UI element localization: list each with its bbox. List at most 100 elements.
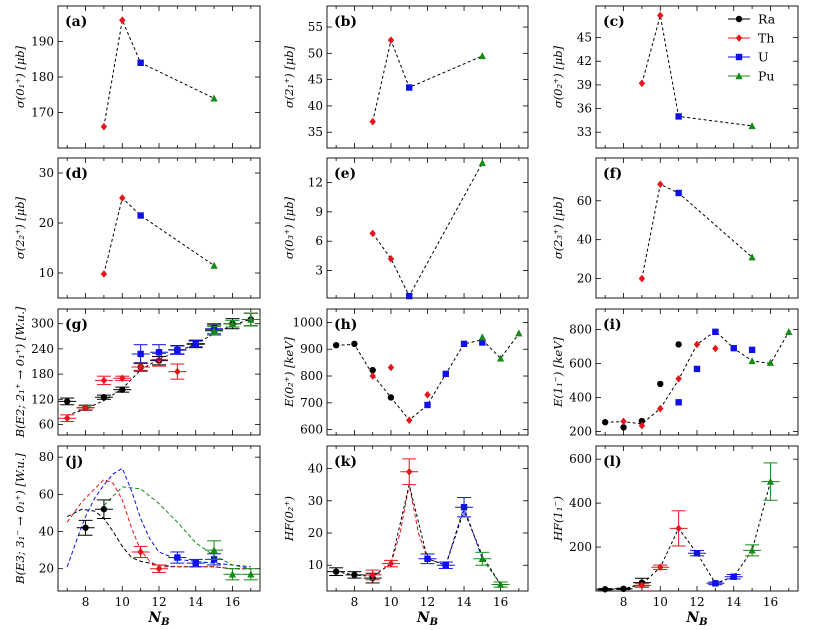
data-point-Pu (748, 253, 756, 261)
x-tick-label: 14 (726, 595, 742, 609)
x-axis-label-sub: B (160, 617, 169, 628)
data-point-Pu (785, 328, 793, 336)
data-point-U (174, 554, 181, 561)
x-tick-label: 14 (456, 595, 472, 609)
x-axis-label-main: N (685, 610, 700, 626)
x-tick-label: 10 (653, 595, 668, 609)
panel-label: (c) (603, 14, 625, 30)
data-point-Th (119, 374, 126, 383)
y-tick-label: 3 (315, 264, 323, 278)
data-point-Pu (247, 570, 255, 578)
data-point-Pu (766, 477, 775, 485)
y-tick-label: 39 (577, 78, 592, 92)
data-point-Th (119, 194, 126, 202)
y-tick-label: 1000 (292, 315, 323, 329)
panel-i: 200 400 600 800 E(1₁⁻) [keV] (i) (551, 308, 799, 439)
panel-a: 170 180 190 σ(0₁⁺) [μb] (a) (13, 5, 261, 149)
x-axis-label: NB (416, 610, 438, 628)
data-point-Pu (228, 570, 237, 578)
data-point-Th (119, 16, 126, 24)
data-point-Pu (478, 333, 486, 341)
data-point-Th (100, 270, 108, 278)
data-point-Th (657, 180, 664, 189)
data-point-Th (369, 229, 376, 238)
dashed-line (372, 38, 483, 122)
y-tick-label: 40 (308, 99, 323, 113)
data-point-U (712, 580, 719, 587)
y-tick-label: 10 (39, 266, 54, 280)
y-tick-label: 600 (569, 452, 592, 466)
x-axis-labels: NB NB NB (147, 610, 707, 628)
data-point-Th (137, 548, 144, 556)
curve-Th (66, 478, 251, 570)
y-tick-label: 20 (577, 272, 592, 286)
curve-Pu (103, 486, 251, 570)
x-tick-label: 16 (763, 595, 778, 609)
y-tick-label: 55 (308, 20, 323, 34)
panel-f: 20 40 60 σ(2₃⁺) [μb] (f) (551, 157, 799, 299)
y-axis-label: E(0₂⁺) [keV] (282, 336, 296, 408)
data-point-Th (657, 11, 664, 20)
y-axis-label: σ(2₃⁺) [μb] (551, 196, 565, 259)
y-tick-label: 45 (577, 31, 592, 45)
y-tick-label: 200 (569, 425, 592, 439)
data-point-Pu (515, 329, 523, 337)
data-point-U (192, 559, 199, 567)
legend: Ra Th U Pu (728, 12, 776, 84)
dashed-line (372, 162, 483, 298)
data-point-U (155, 349, 163, 356)
data-point-U (460, 340, 468, 348)
panel-l: 8 10 12 14 16 200 400 600 HF(1₁⁻) (l) (551, 445, 799, 609)
data-point-Pu (496, 580, 505, 588)
y-tick-label: 10 (308, 558, 323, 572)
y-tick-label: 200 (569, 540, 592, 554)
legend-marker (735, 72, 743, 80)
x-axis-label-main: N (416, 610, 431, 626)
y-tick-label: 300 (31, 317, 54, 331)
y-tick-label: 120 (31, 392, 54, 406)
y-tick-label: 30 (308, 494, 323, 508)
x-tick-label: 10 (115, 595, 130, 609)
x-tick-label: 16 (493, 595, 508, 609)
data-point-Th (82, 403, 89, 412)
y-tick-label: 600 (300, 423, 323, 437)
curve-Ra (66, 508, 251, 570)
data-point-Ra (620, 585, 627, 593)
data-point-Ra (675, 341, 682, 348)
panel-frame (326, 445, 529, 592)
panel-j: 8 10 12 14 16 20 40 60 80 B(E3; 3₁⁻ → 0₁⁺) [W.u.]… (13, 445, 261, 609)
y-tick-label: 40 (39, 525, 54, 539)
data-point-Th (620, 417, 627, 426)
curve-U (66, 467, 251, 568)
data-point-Pu (247, 315, 255, 323)
y-tick-label: 45 (308, 73, 323, 87)
data-point-Ra (657, 380, 664, 388)
x-tick-label: 8 (82, 595, 90, 609)
y-tick-label: 9 (315, 205, 323, 219)
panel-c: 33 36 39 42 45 σ(0₂⁺) [μb] (c) (551, 5, 799, 149)
data-point-U (174, 346, 181, 354)
y-axis-label: B(E3; 3₁⁻ → 0₁⁺) [W.u.] (13, 453, 27, 585)
data-point-Th (100, 122, 108, 131)
data-point-Th (693, 340, 701, 349)
data-point-U (730, 344, 737, 352)
x-axis-label: NB (147, 610, 169, 628)
y-tick-label: 80 (39, 450, 54, 464)
data-point-Ra (601, 586, 609, 593)
x-tick-label: 14 (188, 595, 204, 609)
panels: 170 180 190 σ(0₁⁺) [μb] (a) 35 40 45 50 55 σ(2₁⁺) … (13, 5, 799, 609)
data-point-Ra (601, 419, 609, 426)
y-axis-label: σ(0₂⁺) [μb] (551, 45, 565, 108)
data-point-U (406, 292, 413, 300)
data-point-U (137, 212, 144, 219)
y-tick-label: 180 (31, 367, 54, 381)
panel-label: (f) (603, 166, 622, 182)
panel-label: (g) (65, 317, 88, 333)
data-point-U (693, 550, 701, 557)
data-point-U (479, 339, 486, 346)
x-tick-label: 12 (151, 595, 166, 609)
panel-g: 60 120 180 240 300 B(E2; 2₁⁺ → 0₁⁺) [W.u.] (g) (13, 306, 261, 438)
y-axis-label: E(1₁⁻) [keV] (551, 336, 565, 408)
x-axis-label: NB (685, 610, 707, 628)
